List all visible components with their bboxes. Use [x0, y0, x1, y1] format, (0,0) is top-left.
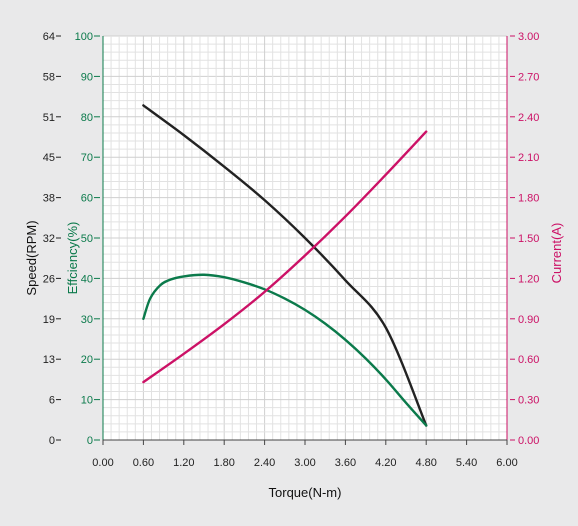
speed-tick-label: 58 [43, 71, 55, 83]
efficiency-tick-label: 10 [81, 395, 93, 407]
speed-series-line [142, 104, 428, 427]
x-tick-label: 0.60 [133, 457, 154, 469]
current-tick-label: 1.80 [518, 193, 539, 205]
axes: 0.00 0.60 1.20 1.80 2.40 3.00 3.60 4.20 4.80 5.40… [43, 31, 540, 469]
speed-tick-label: 38 [43, 193, 55, 205]
current-tick-label: 2.70 [518, 71, 539, 83]
speed-tick-label: 6 [49, 395, 55, 407]
efficiency-tick-label: 80 [81, 112, 93, 124]
x-axis-title: Torque(N-m) [269, 485, 342, 500]
speed-tick-label: 32 [43, 233, 55, 245]
x-tick-label: 4.20 [375, 457, 396, 469]
x-tick-label: 0.00 [92, 457, 113, 469]
x-tick-label: 3.00 [294, 457, 315, 469]
efficiency-tick-label: 100 [75, 31, 93, 43]
efficiency-tick-label: 60 [81, 193, 93, 205]
efficiency-tick-label: 30 [81, 314, 93, 326]
current-tick-label: 0.30 [518, 395, 539, 407]
efficiency-tick-label: 70 [81, 152, 93, 164]
efficiency-tick-label: 20 [81, 354, 93, 366]
current-tick-label: 0.60 [518, 354, 539, 366]
x-tick-label: 4.80 [415, 457, 436, 469]
speed-tick-label: 64 [43, 31, 55, 43]
current-tick-label: 3.00 [518, 31, 539, 43]
speed-tick-label: 19 [43, 314, 55, 326]
current-tick-label: 0.90 [518, 314, 539, 326]
speed-axis-title: Speed(RPM) [24, 220, 39, 295]
x-tick-label: 1.80 [213, 457, 234, 469]
current-tick-label: 2.10 [518, 152, 539, 164]
current-tick-label: 2.40 [518, 112, 539, 124]
current-tick-label: 0.00 [518, 435, 539, 447]
efficiency-series-line [142, 273, 428, 427]
current-tick-label: 1.20 [518, 273, 539, 285]
current-tick-label: 1.50 [518, 233, 539, 245]
efficiency-tick-label: 40 [81, 273, 93, 285]
series-lines [142, 104, 428, 427]
current-series-line [142, 130, 428, 384]
speed-tick-label: 51 [43, 112, 55, 124]
speed-tick-label: 0 [49, 435, 55, 447]
x-tick-label: 2.40 [254, 457, 275, 469]
current-axis-title: Current(A) [549, 223, 564, 284]
efficiency-tick-label: 50 [81, 233, 93, 245]
speed-tick-label: 13 [43, 354, 55, 366]
efficiency-tick-label: 90 [81, 71, 93, 83]
x-tick-label: 3.60 [335, 457, 356, 469]
x-tick-label: 1.20 [173, 457, 194, 469]
x-tick-label: 6.00 [496, 457, 517, 469]
efficiency-axis-title: Effciency(%) [65, 222, 80, 295]
speed-tick-label: 45 [43, 152, 55, 164]
x-tick-label: 5.40 [456, 457, 477, 469]
efficiency-tick-label: 0 [87, 435, 93, 447]
speed-tick-label: 26 [43, 273, 55, 285]
